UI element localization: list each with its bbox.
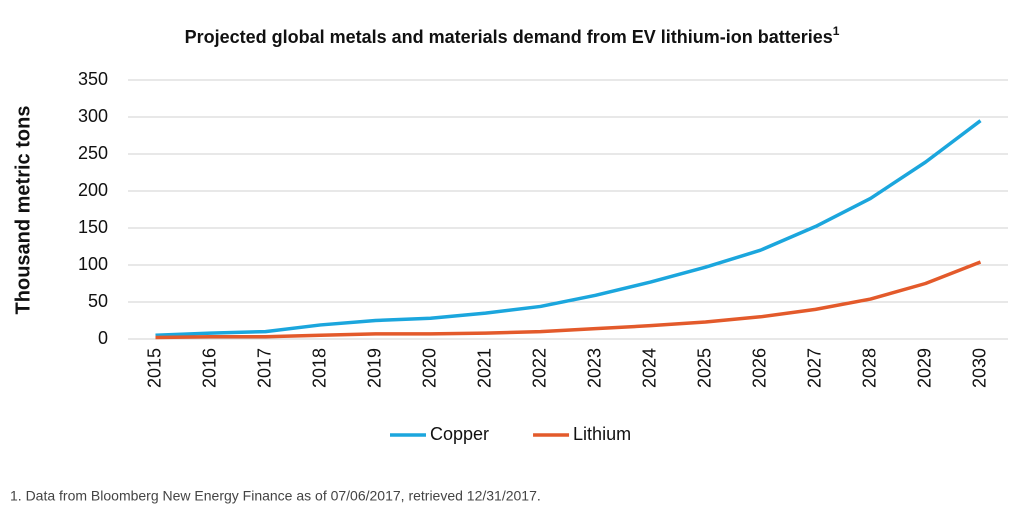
x-tick-label: 2024 [639,348,659,388]
y-tick-label: 0 [98,328,108,348]
x-tick-label: 2020 [419,348,439,388]
y-tick-label: 200 [78,180,108,200]
x-tick-label: 2017 [254,348,274,388]
data-line [155,119,982,338]
x-tick-label: 2018 [309,348,329,388]
x-tick-label: 2015 [144,348,164,388]
x-tick-label: 2023 [584,348,604,388]
footnote: 1. Data from Bloomberg New Energy Financ… [10,488,541,504]
y-tick-label: 50 [88,291,108,311]
x-tick-label: 2022 [529,348,549,388]
y-axis-label: Thousand metric tons [12,106,34,315]
title-text: Projected global metals and materials de… [185,27,833,47]
x-tick-label: 2027 [804,348,824,388]
y-tick-label: 100 [78,254,108,274]
legend-label: Lithium [573,424,631,444]
y-tick-label: 350 [78,69,108,89]
y-tick-label: 150 [78,217,108,237]
x-tick-label: 2028 [859,348,879,388]
x-tick-label: 2021 [474,348,494,388]
y-tick-label: 250 [78,143,108,163]
x-tick-label: 2016 [199,348,219,388]
y-tick-label: 300 [78,106,108,126]
data-line [155,260,982,340]
x-tick-label: 2019 [364,348,384,388]
x-tick-label: 2025 [694,348,714,388]
legend-label: Copper [430,424,489,444]
chart-title: Projected global metals and materials de… [185,24,840,47]
title-superscript: 1 [833,24,840,38]
x-tick-label: 2030 [969,348,989,388]
x-tick-label: 2026 [749,348,769,388]
x-tick-label: 2029 [914,348,934,388]
